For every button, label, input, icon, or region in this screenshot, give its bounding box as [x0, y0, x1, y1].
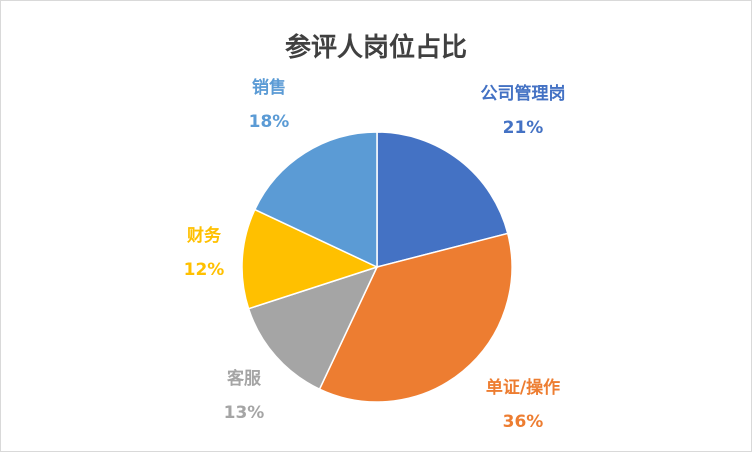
slice-category-label: 财务 [186, 225, 222, 246]
slice-percent-label: 13% [224, 403, 265, 423]
slice-percent-label: 18% [249, 112, 290, 132]
chart-title: 参评人岗位占比 [284, 33, 467, 63]
pie-slice-1 [318, 232, 513, 403]
pie-slice-2 [247, 265, 379, 391]
slice-category-label: 销售 [252, 77, 286, 98]
pie-slice-4 [253, 131, 378, 269]
pie-slice-0 [376, 131, 509, 268]
slice-percent-label: 21% [503, 118, 544, 138]
slice-category-label: 公司管理岗 [481, 83, 566, 104]
pie-slice-3 [241, 208, 380, 310]
slice-percent-label: 36% [503, 412, 544, 432]
slice-category-label: 客服 [226, 368, 262, 389]
slice-percent-label: 12% [184, 260, 225, 280]
slice-category-label: 单证/操作 [486, 377, 560, 398]
